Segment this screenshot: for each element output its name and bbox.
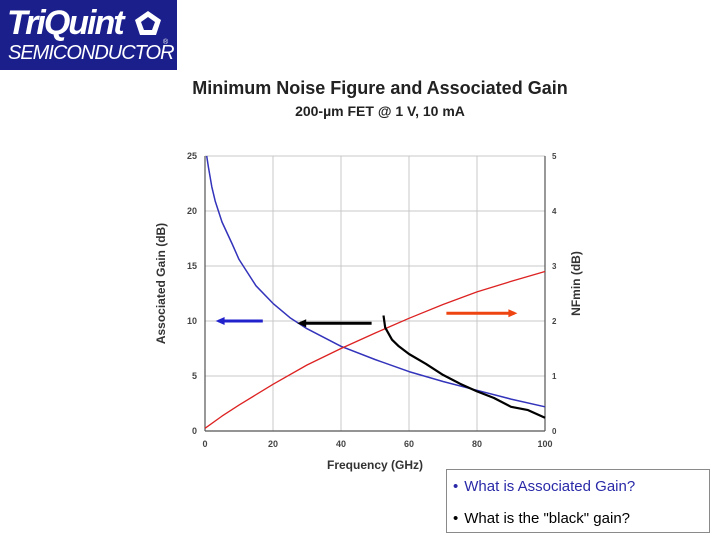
logo-brand-text: TriQuint [7,4,125,42]
bullet-1: • [453,478,459,495]
x-tick-label: 60 [404,439,414,449]
logo-sub-text: SEMICONDUCTOR [8,42,175,64]
question-2: • What is the "black" gain? [453,510,630,527]
x-tick-label: 40 [336,439,346,449]
y-left-tick-label: 0 [192,426,197,436]
x-tick-label: 0 [202,439,207,449]
y-left-axis-label: Associated Gain (dB) [154,223,168,344]
orange-arrow [446,309,518,318]
nfmin-line [204,270,546,429]
black-arrow-head [297,319,307,328]
x-axis-label: Frequency (GHz) [327,458,423,472]
black-arrow [297,319,372,328]
blue-arrow [215,317,263,325]
pentagon-logo-icon [135,11,161,35]
y-right-tick-label: 2 [552,317,557,326]
logo-registered-mark: ® [163,39,169,46]
y-right-tick-label: 3 [552,262,557,271]
black-gain-line [382,315,546,419]
x-tick-label: 80 [472,439,482,449]
question-1-text: What is Associated Gain? [464,478,636,495]
y-right-tick-label: 0 [552,427,557,436]
question-1: • What is Associated Gain? [453,478,635,495]
chart-subtitle: 200-µm FET @ 1 V, 10 mA [295,103,465,119]
x-tick-label: 100 [537,439,552,449]
x-tick-label: 20 [268,439,278,449]
y-left-tick-label: 25 [187,151,197,161]
y-right-tick-label: 4 [552,207,557,216]
y-left-tick-label: 10 [187,316,197,326]
associated-gain-line [205,155,546,408]
bullet-2: • [453,510,459,527]
y-right-tick-label: 5 [552,152,557,161]
y-right-tick-label: 1 [552,372,557,381]
orange-arrow-head [508,309,518,318]
question-2-text: What is the "black" gain? [464,510,630,527]
y-right-axis-label: NFmin (dB) [569,251,583,316]
questions-box: • What is Associated Gain? • What is the "… [446,469,710,533]
y-left-tick-label: 5 [192,371,197,381]
y-left-tick-label: 20 [187,206,197,216]
chart-title: Minimum Noise Figure and Associated Gain [192,78,568,98]
y-left-tick-label: 15 [187,261,197,271]
triquint-logo: TriQuint SEMICONDUCTOR ® [0,0,177,70]
blue-arrow-head [215,317,225,325]
